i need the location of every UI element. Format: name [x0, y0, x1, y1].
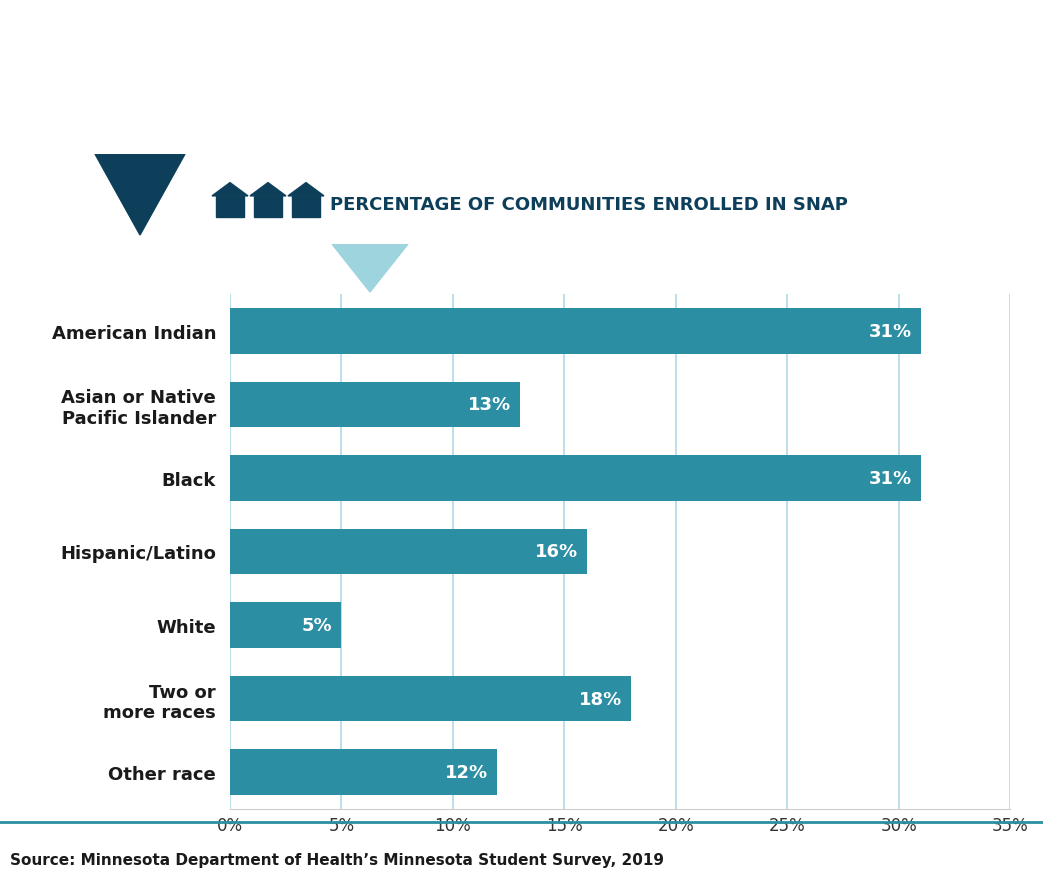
Polygon shape [250, 183, 286, 197]
Bar [254, 197, 282, 218]
Text: 12%: 12% [445, 764, 488, 781]
Text: 31%: 31% [869, 323, 912, 340]
Polygon shape [332, 245, 408, 292]
Polygon shape [95, 155, 185, 236]
Bar [231, 308, 921, 354]
Text: 16%: 16% [534, 543, 578, 561]
Text: 18%: 18% [579, 690, 623, 708]
Text: 13%: 13% [467, 396, 511, 414]
Bar [231, 455, 921, 501]
Bar [231, 602, 341, 649]
Bar [231, 382, 519, 428]
Bar [231, 750, 498, 795]
Polygon shape [212, 183, 248, 197]
Text: PERCENTAGE OF COMMUNITIES ENROLLED IN SNAP: PERCENTAGE OF COMMUNITIES ENROLLED IN SN… [330, 195, 848, 214]
Text: 31%: 31% [869, 470, 912, 487]
Polygon shape [288, 183, 324, 197]
Bar [231, 529, 586, 575]
Text: 5%: 5% [301, 617, 333, 634]
Bar [231, 676, 631, 721]
Text: Source: Minnesota Department of Health’s Minnesota Student Survey, 2019: Source: Minnesota Department of Health’s… [10, 851, 664, 867]
Bar [292, 197, 320, 218]
Bar [216, 197, 244, 218]
